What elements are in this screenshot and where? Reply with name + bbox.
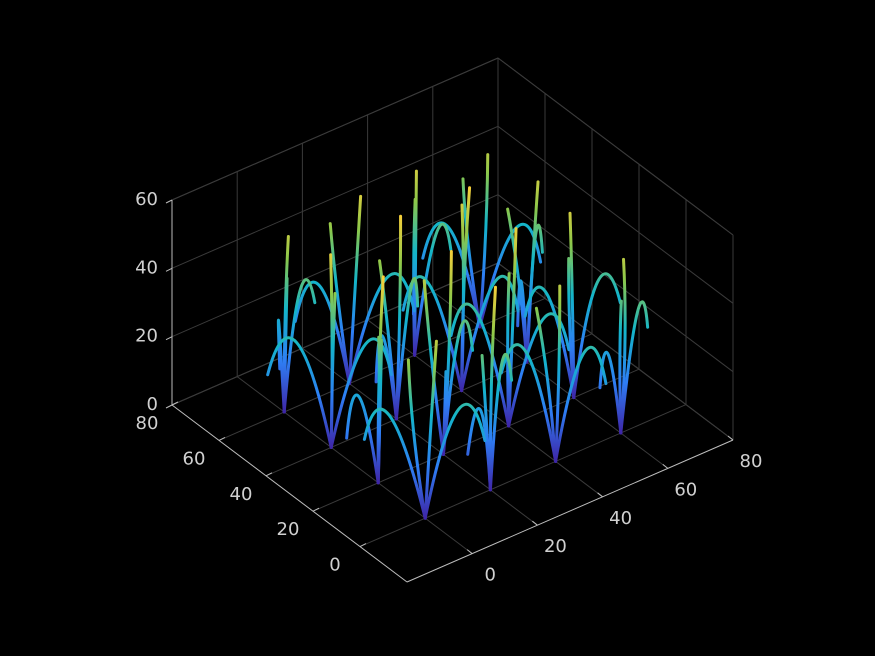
blade — [488, 353, 514, 492]
blade — [406, 358, 427, 520]
y-tick-label: 0 — [329, 555, 340, 576]
y-tick-label: 20 — [277, 519, 300, 540]
grid-line — [359, 404, 687, 548]
z-tick — [165, 267, 173, 272]
y-tick-label: 60 — [183, 448, 206, 469]
blade — [507, 227, 518, 428]
y-tick-label: 40 — [230, 484, 253, 505]
y-tick — [218, 436, 226, 441]
z-tick — [165, 404, 173, 409]
blade — [378, 259, 398, 421]
grid-line — [236, 376, 473, 554]
grid-line — [312, 368, 640, 512]
grid-line — [265, 333, 593, 477]
x-tick-label: 80 — [740, 451, 763, 472]
blade — [422, 279, 445, 456]
blade — [423, 402, 487, 520]
blade — [441, 319, 475, 456]
blade — [347, 194, 363, 386]
blade — [401, 275, 464, 393]
grid-line — [171, 57, 499, 201]
blade — [394, 214, 403, 421]
z-tick-label: 20 — [135, 326, 158, 347]
x-tick-label: 0 — [484, 565, 495, 586]
blade — [421, 221, 482, 329]
blade — [619, 257, 627, 435]
blade — [328, 222, 351, 386]
y-axis — [171, 404, 408, 583]
blade — [362, 407, 427, 520]
y-tick — [171, 401, 179, 406]
x-tick — [662, 464, 669, 469]
grid-line — [302, 347, 538, 526]
blade — [488, 285, 497, 492]
blade — [554, 346, 608, 463]
x-tick-label: 20 — [544, 536, 567, 557]
blade — [568, 211, 576, 400]
grid-line — [497, 262, 734, 441]
blade — [619, 300, 650, 435]
blade — [282, 278, 317, 414]
blade — [618, 299, 623, 435]
blade — [525, 180, 540, 364]
y-tick — [312, 507, 320, 512]
blade — [460, 186, 472, 393]
grid-line — [497, 125, 734, 304]
y-tick — [359, 543, 367, 548]
blade — [266, 336, 333, 449]
z-tick-label: 60 — [135, 189, 158, 210]
blade — [572, 272, 622, 400]
blade — [554, 284, 562, 463]
blade — [598, 350, 623, 435]
blade — [506, 207, 529, 364]
x-tick — [597, 492, 603, 498]
blade — [376, 275, 385, 485]
x-tick — [466, 549, 473, 554]
blade — [329, 253, 334, 449]
y-tick-label: 80 — [136, 413, 159, 434]
x-tick-label: 60 — [674, 479, 697, 500]
blade — [413, 222, 453, 357]
grid-line — [432, 291, 669, 469]
z-tick — [165, 199, 173, 204]
blade — [329, 337, 393, 449]
x-tick — [532, 520, 538, 526]
grid-line — [497, 57, 734, 236]
blade — [523, 285, 576, 400]
blade — [413, 169, 418, 357]
blade — [478, 153, 490, 329]
blade — [441, 250, 453, 456]
blade — [282, 235, 290, 414]
grid-line — [171, 125, 499, 269]
x-tick — [727, 435, 734, 441]
x-axis — [406, 439, 734, 583]
z-tick-label: 40 — [135, 257, 158, 278]
z-tick — [165, 336, 173, 341]
blade — [423, 339, 438, 520]
x-tick-label: 40 — [609, 508, 632, 529]
blade — [507, 312, 571, 428]
y-tick — [265, 472, 273, 477]
z-tick-label: 0 — [147, 394, 158, 415]
blade — [394, 277, 420, 421]
blade — [293, 280, 351, 386]
blade — [345, 393, 380, 485]
blade — [461, 177, 482, 329]
blade — [534, 306, 558, 463]
